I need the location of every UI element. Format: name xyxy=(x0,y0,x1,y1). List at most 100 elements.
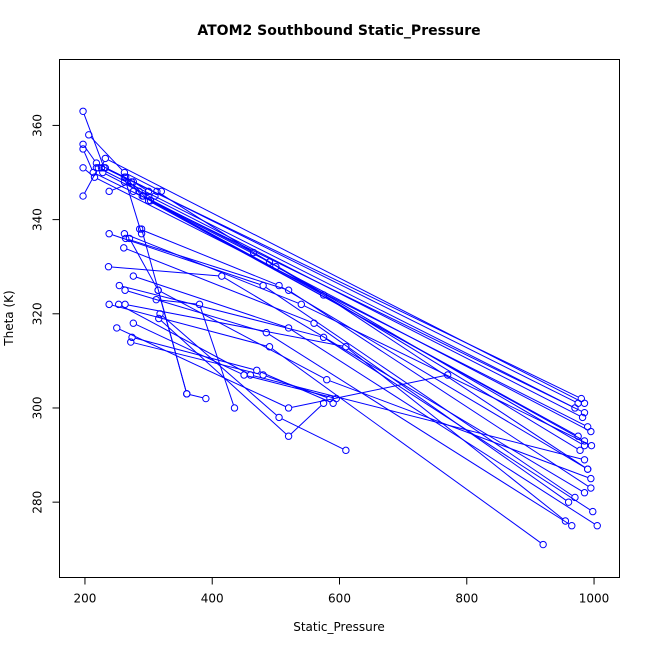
x-axis: 200 400 600 800 1000 xyxy=(74,577,609,606)
data-point xyxy=(580,408,589,417)
series-line-segment xyxy=(160,320,287,435)
data-point xyxy=(275,413,283,422)
series-line-segment xyxy=(85,169,93,176)
series-line-segment xyxy=(102,161,105,166)
data-point xyxy=(240,371,248,379)
series-line-segment xyxy=(326,338,591,511)
series-line-segment xyxy=(128,304,343,347)
series-line-segment xyxy=(348,348,564,520)
series-profile-13 xyxy=(129,187,592,473)
series-profile-25 xyxy=(114,300,589,464)
data-point xyxy=(571,404,579,412)
data-point xyxy=(137,225,146,233)
data-point xyxy=(125,234,134,243)
y-tick-label: 280 xyxy=(31,491,45,514)
series-line-segment xyxy=(146,197,251,252)
data-point xyxy=(284,286,293,294)
series-line-segment xyxy=(135,337,254,370)
series-profile-16 xyxy=(120,244,573,506)
data-point xyxy=(105,230,113,238)
series-profile-30 xyxy=(127,338,334,403)
data-point xyxy=(121,286,129,294)
series-profile-24 xyxy=(105,300,547,549)
series-line-segment xyxy=(84,170,98,194)
series-line-segment xyxy=(158,293,187,391)
series-profile-12 xyxy=(146,197,584,455)
data-point xyxy=(152,295,160,304)
data-point xyxy=(127,178,136,186)
series-profile-36 xyxy=(85,131,166,196)
series-profile-15 xyxy=(121,234,595,492)
series-line-segment xyxy=(189,394,203,399)
series-line-segment xyxy=(291,375,445,408)
series-line-segment xyxy=(159,299,197,305)
data-point xyxy=(92,164,101,172)
data-point xyxy=(79,145,87,153)
series-line-segment xyxy=(142,229,277,285)
series-line-segment xyxy=(130,241,158,288)
series-line-segment xyxy=(159,192,274,266)
data-point xyxy=(156,310,164,318)
data-point xyxy=(183,390,191,398)
data-point xyxy=(155,314,163,323)
data-point xyxy=(137,230,146,238)
y-tick-label: 300 xyxy=(31,397,45,420)
data-point xyxy=(443,371,452,379)
data-point xyxy=(79,140,87,148)
data-point xyxy=(262,328,271,337)
series-line-segment xyxy=(271,348,541,544)
series-line-segment xyxy=(281,418,344,450)
data-point xyxy=(92,159,101,167)
series-profile-29 xyxy=(128,333,337,407)
series-line-segment xyxy=(153,201,267,261)
series-profile-21 xyxy=(129,272,601,530)
data-point xyxy=(587,484,595,492)
data-point xyxy=(587,427,595,436)
data-point xyxy=(568,522,576,530)
series-line-segment xyxy=(268,333,570,525)
series-line-segment xyxy=(124,180,142,231)
data-point xyxy=(127,338,135,346)
series-line-segment xyxy=(256,253,582,445)
series-line-segment xyxy=(290,405,322,435)
data-point xyxy=(128,333,136,342)
data-point xyxy=(157,187,166,196)
y-axis: 280 300 320 340 360 xyxy=(31,114,60,514)
series-profile-31 xyxy=(152,295,239,412)
data-point xyxy=(342,446,350,455)
series-line-segment xyxy=(162,315,277,416)
data-point xyxy=(113,324,121,332)
data-point xyxy=(580,456,589,464)
data-point xyxy=(129,319,138,327)
series-line-segment xyxy=(107,168,122,177)
series-line-segment xyxy=(133,183,147,199)
data-point xyxy=(79,107,87,116)
x-tick-label: 600 xyxy=(328,592,351,606)
series-line-segment xyxy=(265,375,328,398)
series-profile-17 xyxy=(135,225,592,473)
data-point xyxy=(583,465,592,473)
series-line-segment xyxy=(247,375,334,399)
series-line-segment xyxy=(107,159,582,403)
data-point xyxy=(326,394,334,403)
data-point xyxy=(120,178,129,186)
series-line-segment xyxy=(136,324,242,375)
data-point xyxy=(259,281,267,290)
series-profile-07 xyxy=(92,164,587,422)
data-point xyxy=(578,413,587,422)
series-line-segment xyxy=(290,291,589,487)
y-tick-label: 340 xyxy=(31,208,45,231)
y-tick-label: 360 xyxy=(31,114,45,137)
series-line-segment xyxy=(105,173,580,417)
series-profile-22 xyxy=(121,286,576,530)
series-profile-18 xyxy=(105,230,579,502)
series-profile-27 xyxy=(113,324,452,412)
series-line-segment xyxy=(90,136,123,171)
data-point xyxy=(120,173,129,181)
series-profile-04 xyxy=(79,164,592,431)
data-point xyxy=(101,164,110,172)
data-point xyxy=(561,517,570,525)
series-line-segment xyxy=(259,371,331,403)
